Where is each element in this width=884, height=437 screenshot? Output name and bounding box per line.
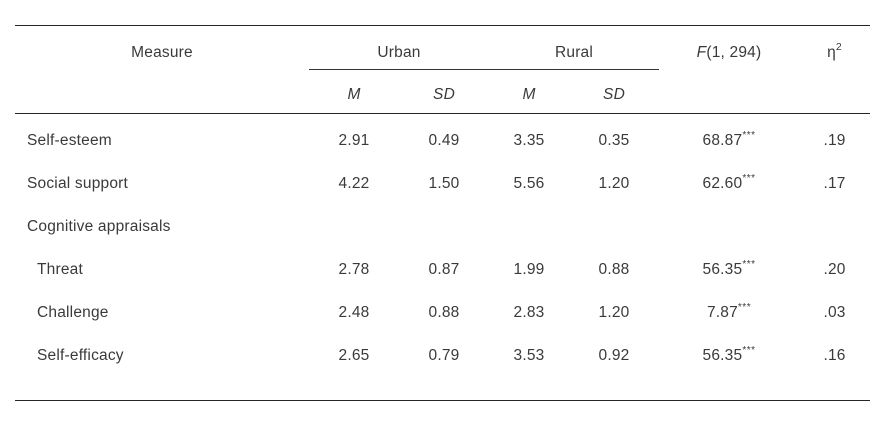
eta-symbol: η: [827, 44, 836, 61]
table-row-self-efficacy: Self-efficacy 2.65 0.79 3.53 0.92 56.35*…: [15, 335, 870, 378]
rural-mean-value: 5.56: [513, 175, 545, 192]
eta-squared-value: [799, 206, 870, 249]
f-number: 56.35: [702, 347, 743, 364]
row-label: Threat: [37, 261, 83, 278]
rural-mean-value: 3.35: [513, 132, 545, 149]
urban-mean-value: 2.65: [338, 347, 370, 364]
table-row-cognitive-appraisals-section: Cognitive appraisals: [15, 206, 870, 249]
rural-sd-value: [569, 206, 659, 249]
f-value: 7.87***: [659, 292, 799, 335]
stats-table: Measure Urban Rural F(1, 294) η2 M SD M …: [15, 25, 871, 401]
eta-exponent: 2: [835, 41, 842, 53]
f-value: 68.87***: [659, 120, 799, 163]
col-header-urban-sd: SD: [399, 69, 489, 114]
urban-sd-value: 0.88: [428, 304, 460, 321]
significance-asterisks: ***: [742, 259, 756, 270]
urban-sd-value: [399, 206, 489, 249]
urban-mean-value: 2.48: [338, 304, 370, 321]
f-value: [659, 206, 799, 249]
rural-sd-value: 0.92: [598, 347, 630, 364]
urban-mean-value: 2.91: [338, 132, 370, 149]
f-value: 56.35***: [659, 335, 799, 378]
table-row-threat: Threat 2.78 0.87 1.99 0.88 56.35*** .20: [15, 249, 870, 292]
header-row-stats: M SD M SD: [15, 69, 870, 114]
significance-asterisks: ***: [737, 302, 752, 313]
f-value: 62.60***: [659, 163, 799, 206]
urban-mean-value: [309, 206, 399, 249]
f-number: 7.87: [706, 304, 738, 321]
f-symbol: F: [696, 44, 707, 61]
table-row-challenge: Challenge 2.48 0.88 2.83 1.20 7.87*** .0…: [15, 292, 870, 335]
mean-label: M: [522, 86, 536, 103]
sd-label: SD: [433, 86, 455, 103]
col-group-urban: Urban: [309, 25, 489, 70]
rural-sd-value: 0.35: [598, 132, 630, 149]
urban-mean-value: 2.78: [338, 261, 370, 278]
col-header-measure: Measure: [15, 25, 309, 114]
table-row-social-support: Social support 4.22 1.50 5.56 1.20 62.60…: [15, 163, 870, 206]
table-row-self-esteem: Self-esteem 2.91 0.49 3.35 0.35 68.87***…: [15, 120, 870, 163]
rural-sd-value: 1.20: [598, 175, 630, 192]
urban-sd-value: 0.87: [428, 261, 460, 278]
rural-sd-value: 1.20: [598, 304, 630, 321]
sd-label: SD: [603, 86, 625, 103]
row-label: Challenge: [37, 304, 109, 321]
f-value: 56.35***: [659, 249, 799, 292]
eta-squared-value: .19: [823, 132, 846, 149]
col-header-urban-mean: M: [309, 69, 399, 114]
rural-mean-value: 3.53: [513, 347, 545, 364]
row-label: Social support: [27, 175, 129, 192]
urban-sd-value: 0.79: [428, 347, 460, 364]
table-body: Self-esteem 2.91 0.49 3.35 0.35 68.87***…: [15, 114, 870, 401]
f-df: (1, 294): [706, 44, 762, 61]
header-row-groups: Measure Urban Rural F(1, 294) η2: [15, 25, 871, 114]
significance-asterisks: ***: [742, 345, 756, 356]
col-header-rural-sd: SD: [569, 69, 660, 114]
urban-sd-value: 0.49: [428, 132, 460, 149]
rural-mean-value: [489, 206, 569, 249]
f-number: 68.87: [702, 132, 743, 149]
urban-sd-value: 1.50: [428, 175, 460, 192]
significance-asterisks: ***: [742, 130, 756, 141]
col-header-eta-squared: η2: [799, 25, 871, 114]
row-label: Self-efficacy: [37, 347, 124, 364]
eta-squared-value: .16: [823, 347, 846, 364]
col-group-rural: Rural: [489, 25, 660, 70]
f-number: 56.35: [702, 261, 743, 278]
f-number: 62.60: [702, 175, 743, 192]
eta-squared-value: .17: [823, 175, 846, 192]
significance-asterisks: ***: [742, 173, 756, 184]
rural-sd-value: 0.88: [598, 261, 630, 278]
row-label: Self-esteem: [27, 132, 112, 149]
eta-squared-value: .20: [823, 261, 846, 278]
table-header: Measure Urban Rural F(1, 294) η2 M SD M …: [15, 25, 871, 114]
urban-mean-value: 4.22: [338, 175, 370, 192]
section-label: Cognitive appraisals: [27, 218, 171, 235]
col-header-rural-mean: M: [489, 69, 569, 114]
eta-squared-value: .03: [823, 304, 846, 321]
mean-label: M: [347, 86, 361, 103]
rural-mean-value: 1.99: [513, 261, 545, 278]
col-header-f-stat: F(1, 294): [659, 25, 800, 114]
spacer-row: [15, 378, 870, 401]
rural-mean-value: 2.83: [513, 304, 545, 321]
